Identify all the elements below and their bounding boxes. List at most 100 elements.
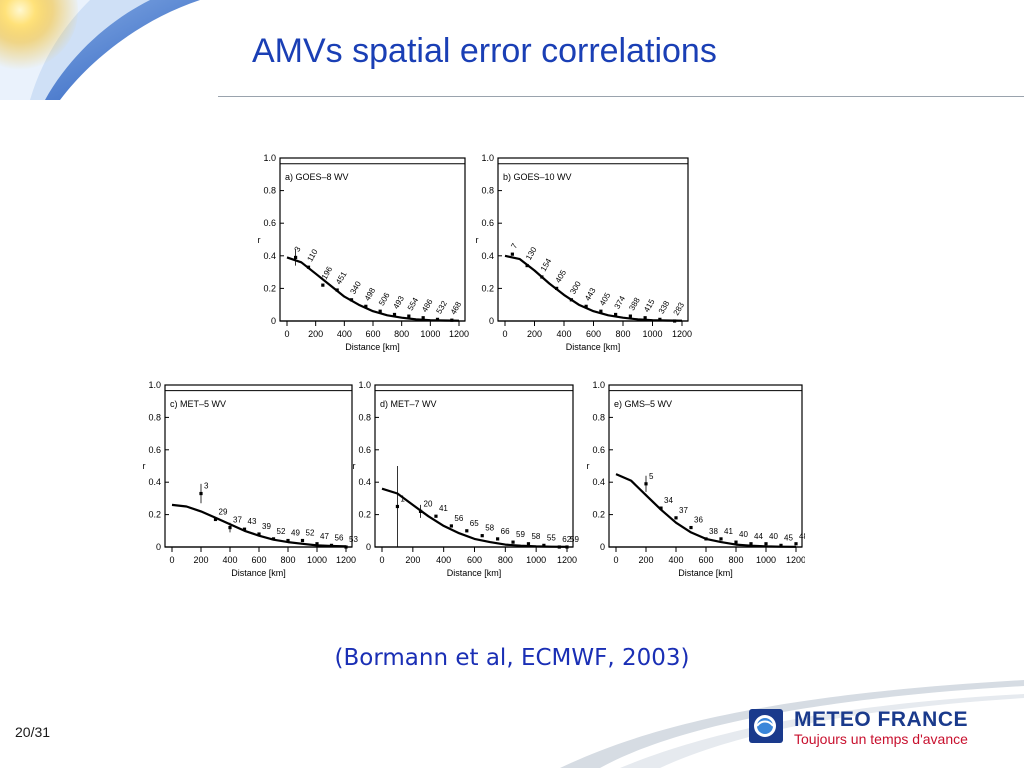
x-tick-label: 1000 <box>526 555 546 565</box>
data-point <box>511 540 515 544</box>
panel-label: c) MET–5 WV <box>170 399 226 409</box>
slide-title: AMVs spatial error correlations <box>252 32 717 70</box>
y-tick-label: 0.4 <box>592 477 605 487</box>
x-tick-label: 1200 <box>449 329 469 339</box>
x-tick-label: 1000 <box>642 329 662 339</box>
y-tick-label: 0.4 <box>148 477 161 487</box>
x-tick-label: 400 <box>436 555 451 565</box>
plot-frame <box>608 384 803 548</box>
data-point <box>525 263 529 268</box>
x-tick-label: 0 <box>169 555 174 565</box>
x-tick-label: 800 <box>394 329 409 339</box>
y-tick-label: 0.8 <box>481 186 494 196</box>
data-point <box>704 537 708 541</box>
y-tick-label: 0.8 <box>148 412 161 422</box>
y-tick-label: 0 <box>489 316 494 326</box>
point-count-label: 53 <box>349 535 358 544</box>
x-tick-label: 400 <box>337 329 352 339</box>
data-point <box>659 506 663 510</box>
panel-label: e) GMS–5 WV <box>614 399 672 409</box>
data-point <box>510 252 514 256</box>
data-point <box>628 314 632 318</box>
point-count-label: 49 <box>291 529 300 538</box>
chart-panel-1: 0 0.2 0.4 0.6 0.8 1.0 r 0 200 400 600 800 1000 1200 Di… <box>258 153 470 352</box>
y-axis-label: r <box>143 461 146 471</box>
data-point <box>344 545 348 549</box>
logo-tagline: Toujours un temps d'avance <box>794 731 968 747</box>
data-point <box>779 543 783 547</box>
data-point <box>434 514 438 518</box>
x-tick-label: 600 <box>586 329 601 339</box>
point-count-label: 56 <box>335 533 344 542</box>
y-tick-label: 0.8 <box>592 412 605 422</box>
plot-frame <box>374 384 574 548</box>
y-tick-label: 0.2 <box>263 283 276 293</box>
data-point <box>480 534 484 538</box>
point-count-label: 41 <box>724 527 733 536</box>
point-count-label: 36 <box>694 516 703 525</box>
plot-frame <box>164 384 353 548</box>
point-count-label: 45 <box>784 533 793 542</box>
y-tick-label: 0 <box>156 542 161 552</box>
data-point <box>378 309 382 313</box>
panel-label: b) GOES–10 WV <box>503 172 572 182</box>
point-count-label: 48 <box>799 532 805 541</box>
y-tick-label: 0 <box>366 542 371 552</box>
y-axis-label: r <box>258 235 261 245</box>
data-point <box>614 312 618 317</box>
x-axis-label: Distance [km] <box>447 568 502 578</box>
point-count-label: 52 <box>277 527 286 536</box>
x-tick-label: 200 <box>193 555 208 565</box>
data-point <box>734 540 738 544</box>
point-count-label: 39 <box>262 522 271 531</box>
y-tick-label: 0.4 <box>481 251 494 261</box>
point-count-label: 55 <box>547 533 556 542</box>
x-tick-label: 800 <box>615 329 630 339</box>
data-point <box>271 537 276 541</box>
data-point <box>294 255 298 260</box>
y-tick-label: 1.0 <box>481 153 494 163</box>
data-point <box>321 283 325 287</box>
x-axis-label: Distance [km] <box>566 342 621 352</box>
data-point <box>213 517 218 522</box>
data-point <box>395 504 400 509</box>
y-tick-label: 0.4 <box>263 251 276 261</box>
x-tick-label: 800 <box>280 555 295 565</box>
x-tick-label: 1000 <box>307 555 327 565</box>
point-count-label: 3 <box>204 482 209 491</box>
data-point <box>542 543 546 547</box>
data-point <box>286 538 290 543</box>
chart-panel-3: 0 0.2 0.4 0.6 0.8 1.0 r 0 200 400 600 800 1000 1200 Di… <box>143 380 359 578</box>
point-count-label: 43 <box>248 517 257 526</box>
y-tick-label: 0.8 <box>358 412 371 422</box>
y-tick-label: 0.6 <box>263 218 276 228</box>
point-count-label: 58 <box>531 532 540 541</box>
data-point <box>335 288 339 292</box>
fit-curve <box>381 487 568 548</box>
x-tick-label: 600 <box>467 555 482 565</box>
x-tick-label: 0 <box>502 329 507 339</box>
y-tick-label: 1.0 <box>148 380 161 390</box>
point-count-label: 1 <box>400 495 405 504</box>
data-point <box>719 537 723 541</box>
y-tick-label: 1.0 <box>263 153 276 163</box>
x-axis-label: Distance [km] <box>345 342 400 352</box>
data-point <box>407 314 411 318</box>
point-count-label: 41 <box>439 504 448 513</box>
y-tick-label: 0.4 <box>358 477 371 487</box>
fit-curve <box>286 256 460 322</box>
y-tick-label: 0.2 <box>148 510 161 520</box>
y-tick-label: 0.2 <box>481 283 494 293</box>
data-point <box>435 317 440 321</box>
x-tick-label: 1000 <box>756 555 776 565</box>
data-point <box>392 312 397 317</box>
data-point <box>644 482 648 486</box>
data-point <box>599 309 603 313</box>
x-tick-label: 200 <box>638 555 653 565</box>
y-axis-label: r <box>476 235 479 245</box>
point-count-label: 5 <box>649 472 654 481</box>
y-tick-label: 0.8 <box>263 186 276 196</box>
x-tick-label: 1200 <box>672 329 692 339</box>
point-count-label: 37 <box>233 516 242 525</box>
y-axis-label: r <box>353 461 356 471</box>
